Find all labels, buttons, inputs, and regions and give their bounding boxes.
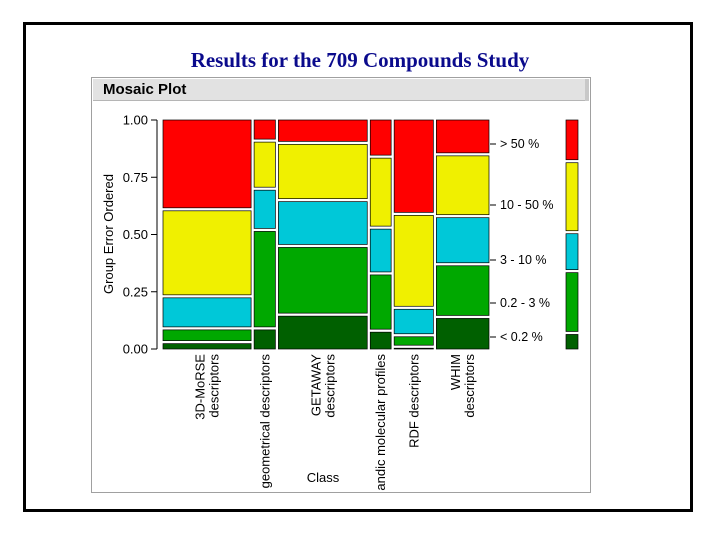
- x-tick-label-line: descriptors: [462, 353, 477, 417]
- mosaic-tile-10-50-percent: [393, 215, 434, 307]
- x-tick-label-line: descriptors: [207, 354, 222, 418]
- x-tick-label-line: geometrical descriptors: [257, 354, 272, 489]
- legend-label: > 50 %: [500, 137, 539, 151]
- mosaic-tile-lt-0-2-percent: [278, 315, 368, 350]
- mosaic-tile-3-10-percent: [162, 297, 252, 328]
- mosaic-tile-10-50-percent: [369, 157, 392, 227]
- marginal-tile-lt-0-2-percent: [565, 334, 579, 350]
- marginal-tile-10-50-percent: [565, 162, 579, 232]
- mosaic-tile-0-2-3-percent: [162, 329, 252, 341]
- x-tick-label-line: RDF descriptors: [406, 354, 421, 448]
- mosaic-tile-gt-50-percent: [253, 119, 276, 140]
- mosaic-tile-3-10-percent: [393, 308, 434, 335]
- x-tick-label-line: descriptors: [322, 354, 337, 418]
- slide-title: Results for the 709 Compounds Study: [190, 48, 530, 72]
- x-tick-label: WHIMdescriptors: [448, 353, 477, 417]
- y-axis-title: Group Error Ordered: [101, 174, 116, 294]
- mosaic-tile-0-2-3-percent: [278, 247, 368, 314]
- x-tick-label: 3D-MoRSEdescriptors: [193, 354, 222, 420]
- y-tick-label: 0.25: [123, 284, 148, 299]
- mosaic-tile-3-10-percent: [253, 189, 276, 229]
- mosaic-tile-10-50-percent: [253, 141, 276, 188]
- y-axis: 0.00 0.25 0.50 0.75 1.00: [123, 113, 158, 357]
- y-tick-label: 1.00: [123, 113, 148, 128]
- panel-header-label: Mosaic Plot: [103, 81, 187, 98]
- x-tick-label: andic molecular profiles: [373, 354, 388, 491]
- legend: > 50 % 10 - 50 % 3 - 10 % 0.2 - 3 % < 0.2 %: [490, 119, 579, 350]
- mosaic-tile-gt-50-percent: [369, 119, 392, 156]
- mosaic-tile-0-2-3-percent: [253, 231, 276, 328]
- legend-label: 10 - 50 %: [500, 198, 554, 212]
- x-axis-labels: 3D-MoRSEdescriptors geometrical descripto…: [193, 353, 478, 490]
- legend-label: 3 - 10 %: [500, 253, 547, 267]
- y-tick-label: 0.50: [123, 227, 148, 242]
- mosaic-tile-gt-50-percent: [162, 119, 252, 209]
- mosaic-tile-lt-0-2-percent: [393, 347, 434, 350]
- mosaic-tile-0-2-3-percent: [393, 336, 434, 346]
- panel-header-rim: [585, 79, 589, 101]
- marginal-tile-0-2-3-percent: [565, 272, 579, 332]
- mosaic-tile-lt-0-2-percent: [436, 318, 490, 350]
- mosaic-tile-10-50-percent: [436, 155, 490, 216]
- x-tick-label-line: andic molecular profiles: [373, 354, 388, 491]
- mosaic-tile-gt-50-percent: [278, 119, 368, 142]
- mosaic-tile-lt-0-2-percent: [253, 329, 276, 350]
- x-tick-label-line: 3D-MoRSE: [193, 354, 208, 420]
- legend-label: < 0.2 %: [500, 330, 543, 344]
- mosaic-tile-0-2-3-percent: [436, 265, 490, 316]
- mosaic-tile-3-10-percent: [369, 228, 392, 273]
- x-tick-label: geometrical descriptors: [257, 354, 272, 489]
- mosaic-tile-gt-50-percent: [393, 119, 434, 213]
- panel-header[interactable]: Mosaic Plot: [93, 79, 589, 101]
- mosaic-tile-3-10-percent: [436, 217, 490, 264]
- mosaic-tiles: [162, 119, 490, 350]
- x-tick-label: RDF descriptors: [406, 354, 421, 448]
- y-tick-label: 0.75: [123, 170, 148, 185]
- x-tick-label-line: GETAWAY: [308, 354, 323, 416]
- mosaic-tile-3-10-percent: [278, 201, 368, 245]
- mosaic-tile-lt-0-2-percent: [162, 343, 252, 350]
- x-tick-label: GETAWAYdescriptors: [308, 354, 337, 418]
- y-tick-label: 0.00: [123, 342, 148, 357]
- mosaic-tile-0-2-3-percent: [369, 274, 392, 330]
- mosaic-tile-10-50-percent: [278, 144, 368, 199]
- x-axis-title: Class: [307, 470, 340, 485]
- marginal-tile-3-10-percent: [565, 233, 579, 270]
- mosaic-tile-10-50-percent: [162, 210, 252, 296]
- legend-label: 0.2 - 3 %: [500, 296, 550, 310]
- mosaic-tile-gt-50-percent: [436, 119, 490, 154]
- marginal-tile-gt-50-percent: [565, 119, 579, 161]
- x-tick-label-line: WHIM: [448, 354, 463, 390]
- mosaic-tile-lt-0-2-percent: [369, 331, 392, 350]
